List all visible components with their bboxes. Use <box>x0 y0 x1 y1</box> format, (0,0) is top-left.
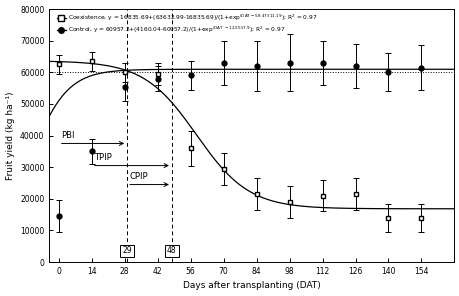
Text: TPIP: TPIP <box>94 153 112 162</box>
X-axis label: Days after transplanting (DAT): Days after transplanting (DAT) <box>183 281 320 290</box>
Legend: Coexistence, y = 16835.69+(63632.99-16835.69)/(1+exp$^{\mathregular{(DAT-58.47)/: Coexistence, y = 16835.69+(63632.99-1683… <box>56 12 317 36</box>
Y-axis label: Fruit yield (kg ha⁻¹): Fruit yield (kg ha⁻¹) <box>6 91 15 180</box>
Text: CPIP: CPIP <box>129 172 148 181</box>
Text: PBI: PBI <box>61 131 74 140</box>
Text: 48: 48 <box>167 247 176 255</box>
Text: 29: 29 <box>122 247 132 255</box>
